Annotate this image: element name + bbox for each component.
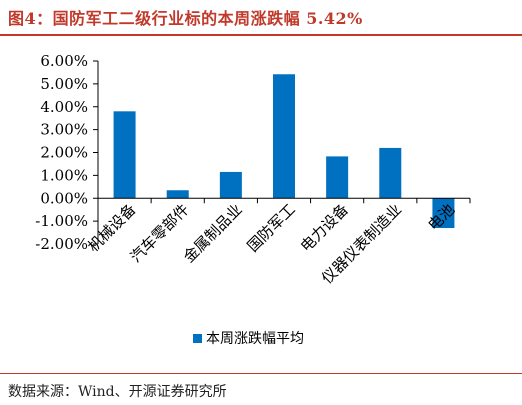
- y-tick-label: 4.00%: [40, 98, 88, 116]
- y-tick-label: 0.00%: [40, 189, 88, 207]
- x-tick-label: 金属制品业: [180, 200, 246, 266]
- y-tick-label: 6.00%: [40, 52, 88, 70]
- bar-chart: -2.00% -1.00% 0.00% 1.00% 2.00% 3.00% 4.00% 5.0…: [35, 52, 471, 347]
- y-tick-label: 5.00%: [40, 75, 88, 93]
- source-divider: [0, 373, 522, 374]
- legend: 本周涨跌幅平均: [193, 331, 304, 347]
- y-axis: -2.00% -1.00% 0.00% 1.00% 2.00% 3.00% 4.00% 5.0…: [35, 52, 99, 253]
- legend-label: 本周涨跌幅平均: [206, 331, 304, 347]
- bar: [166, 190, 189, 199]
- bar: [113, 111, 136, 199]
- figure-title: 图4：国防军工二级行业标的本周涨跌幅 5.42%: [8, 9, 363, 28]
- y-tick-label: 1.00%: [40, 166, 88, 184]
- y-tick-label: -2.00%: [35, 235, 88, 253]
- legend-swatch: [193, 334, 202, 343]
- source-note: 数据来源：Wind、开源证券研究所: [8, 384, 227, 400]
- bar: [432, 198, 455, 228]
- title-divider: [0, 34, 522, 36]
- y-tick-label: 3.00%: [40, 121, 88, 139]
- bar: [219, 171, 242, 199]
- x-tick-label: 国防军工: [244, 200, 299, 255]
- bar: [273, 74, 295, 199]
- y-tick-label: -1.00%: [35, 212, 88, 230]
- x-tick-label: 电力设备: [297, 200, 352, 255]
- bar: [379, 147, 402, 199]
- bars: [113, 74, 455, 228]
- x-tick-label: 机械设备: [84, 200, 139, 255]
- bar: [326, 156, 349, 199]
- y-tick-label: 2.00%: [40, 144, 88, 162]
